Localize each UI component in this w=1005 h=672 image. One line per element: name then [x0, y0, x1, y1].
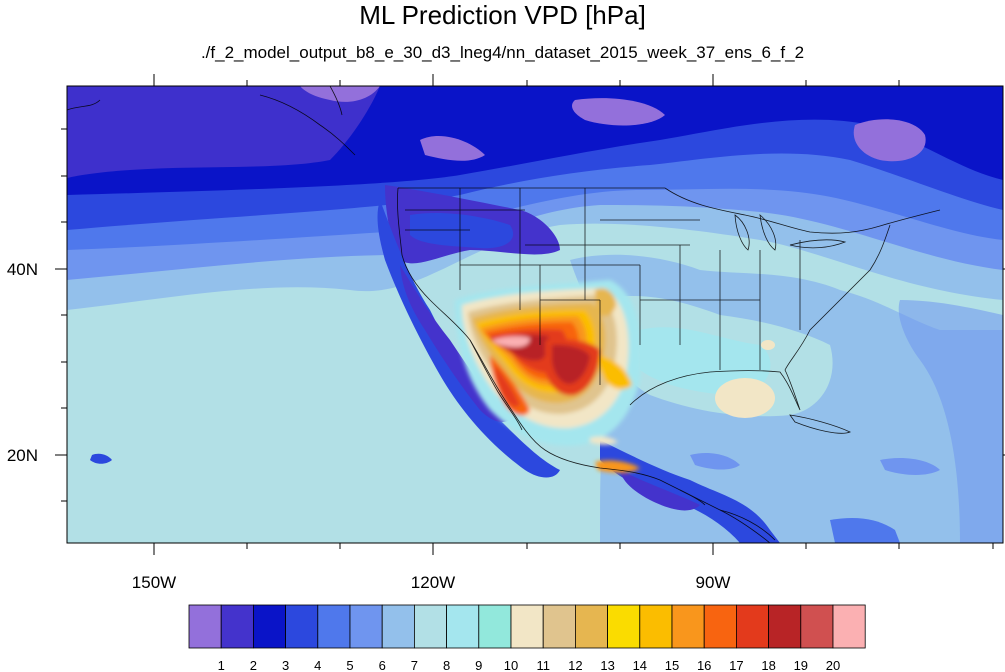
colorbar-label: 17	[729, 658, 743, 672]
map-title: ML Prediction VPD [hPa]	[359, 0, 646, 30]
colorbar-swatch	[317, 604, 351, 649]
colorbar-label: 4	[314, 658, 321, 672]
colorbar-swatch	[381, 604, 415, 649]
boundary-lines	[67, 86, 941, 543]
colorbar-label: 14	[633, 658, 647, 672]
colorbar-label: 19	[794, 658, 808, 672]
colorbar-swatch	[607, 604, 641, 649]
colorbar-swatch	[446, 604, 480, 649]
colorbar-swatch	[510, 604, 544, 649]
colorbar-swatch	[736, 604, 770, 649]
lat-label-40n: 40N	[7, 260, 38, 279]
lon-label-90w: 90W	[696, 573, 731, 592]
colorbar-label: 16	[697, 658, 711, 672]
colorbar-swatch	[575, 604, 609, 649]
colorbar-swatch	[800, 604, 834, 649]
tick-marks	[55, 74, 1005, 555]
colorbar-label: 15	[665, 658, 679, 672]
map-subtitle: ./f_2_model_output_b8_e_30_d3_lneg4/nn_d…	[200, 43, 805, 62]
lat-label-20n: 20N	[7, 446, 38, 465]
lon-label-120w: 120W	[411, 573, 455, 592]
colorbar-label: 20	[826, 658, 840, 672]
colorbar-label: 1	[218, 658, 225, 672]
colorbar-swatch	[349, 604, 383, 649]
colorbar-swatch	[542, 604, 576, 649]
colorbar-label: 8	[443, 658, 450, 672]
colorbar-label: 9	[475, 658, 482, 672]
colorbar-swatch	[188, 604, 222, 649]
colorbar-swatch	[768, 604, 802, 649]
colorbar-label: 2	[250, 658, 257, 672]
colorbar: 1 2 3 4 5 6 7 8 9 10 11 12 13 14 15 16 17 18 19 20	[188, 604, 866, 672]
colorbar-swatch	[413, 604, 447, 649]
colorbar-label: 7	[411, 658, 418, 672]
colorbar-swatch	[252, 604, 286, 649]
colorbar-swatch	[285, 604, 319, 649]
lon-label-150w: 150W	[132, 573, 176, 592]
colorbar-swatch	[703, 604, 737, 649]
colorbar-label: 6	[379, 658, 386, 672]
colorbar-label: 11	[536, 658, 550, 672]
colorbar-swatch	[639, 604, 673, 649]
colorbar-label: 18	[761, 658, 775, 672]
colorbar-swatch	[671, 604, 705, 649]
vpd-field	[67, 86, 1003, 543]
colorbar-swatch	[832, 604, 866, 649]
colorbar-label: 10	[504, 658, 518, 672]
colorbar-label: 12	[568, 658, 582, 672]
colorbar-swatch	[220, 604, 254, 649]
colorbar-label: 13	[600, 658, 614, 672]
colorbar-label: 5	[346, 658, 353, 672]
colorbar-label: 3	[282, 658, 289, 672]
colorbar-swatch	[478, 604, 512, 649]
